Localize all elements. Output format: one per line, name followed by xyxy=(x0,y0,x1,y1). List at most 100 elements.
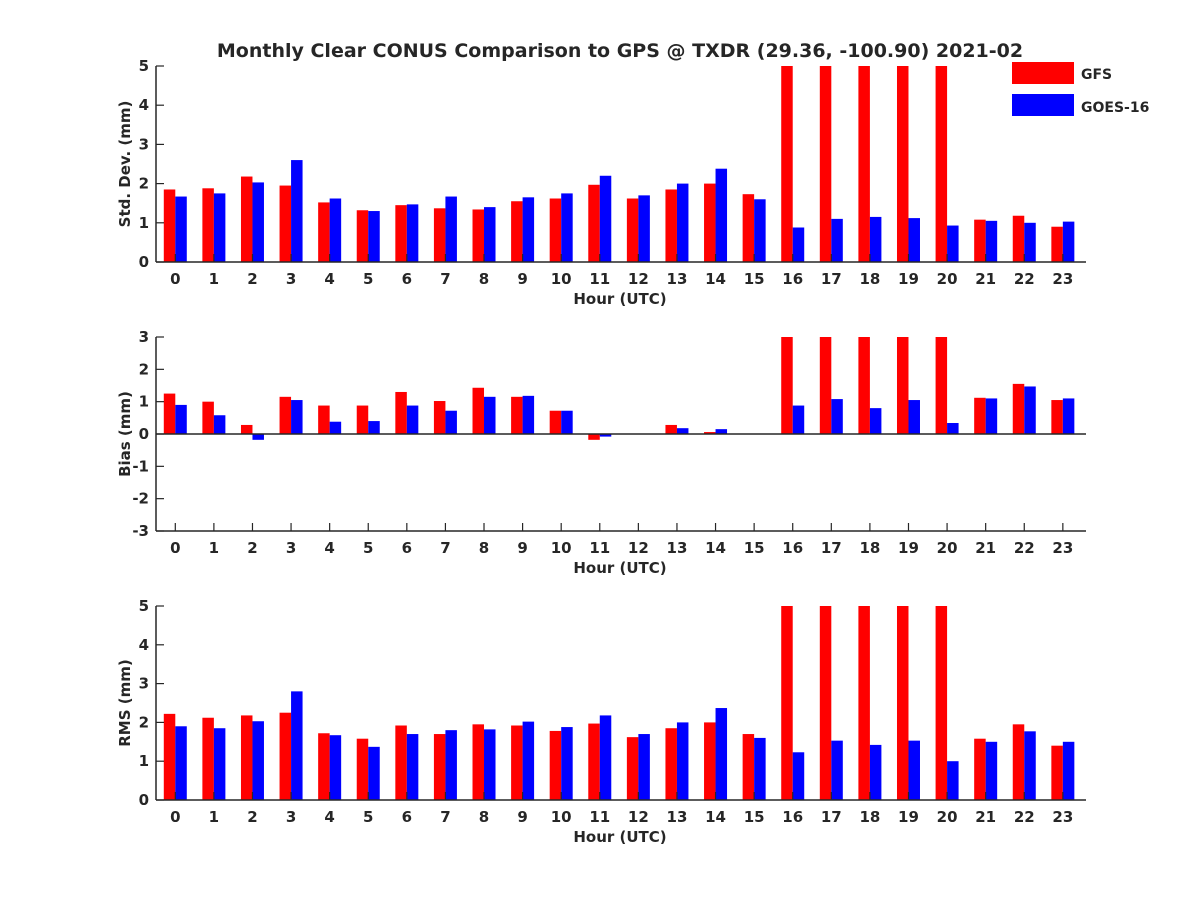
bar-goes16-hour-18 xyxy=(869,408,882,434)
y-tick-label: 0 xyxy=(139,425,149,443)
x-tick-label: 23 xyxy=(1052,270,1073,288)
bar-goes16-hour-17 xyxy=(831,218,843,262)
bar-goes16-hour-14 xyxy=(715,708,728,800)
bar-gfs-hour-8 xyxy=(472,724,485,800)
bar-gfs-hour-3 xyxy=(279,712,292,800)
bar-goes16-hour-0 xyxy=(175,726,187,800)
bar-gfs-hour-21 xyxy=(974,219,986,262)
x-axis-label: Hour (UTC) xyxy=(573,828,666,846)
bar-gfs-hour-0 xyxy=(163,189,176,262)
y-tick-label: 2 xyxy=(139,713,149,731)
bar-gfs-hour-13 xyxy=(665,424,677,434)
x-tick-label: 16 xyxy=(782,539,803,557)
bar-gfs-hour-0 xyxy=(163,393,176,434)
bar-goes16-hour-17 xyxy=(831,399,843,434)
x-tick-label: 1 xyxy=(209,539,219,557)
bar-gfs-hour-7 xyxy=(433,401,446,434)
bar-goes16-hour-8 xyxy=(484,207,496,262)
bar-goes16-hour-4 xyxy=(329,198,342,262)
x-tick-label: 8 xyxy=(479,808,489,826)
x-tick-label: 7 xyxy=(440,539,450,557)
bar-gfs-hour-22 xyxy=(1012,383,1025,434)
bar-goes16-hour-14 xyxy=(715,168,728,262)
y-tick-label: 0 xyxy=(139,791,149,809)
x-tick-label: 3 xyxy=(286,808,296,826)
bar-gfs-hour-18 xyxy=(858,66,870,262)
y-tick-label: 2 xyxy=(139,360,149,378)
y-tick-label: 3 xyxy=(139,135,149,153)
x-tick-label: 5 xyxy=(363,808,373,826)
y-axis-label: RMS (mm) xyxy=(116,659,134,746)
bar-gfs-hour-3 xyxy=(279,185,292,262)
bar-gfs-hour-8 xyxy=(472,387,485,434)
bar-goes16-hour-14 xyxy=(715,429,728,434)
x-tick-label: 11 xyxy=(589,270,610,288)
bar-gfs-hour-11 xyxy=(588,434,600,440)
bar-goes16-hour-13 xyxy=(676,722,689,800)
x-tick-label: 18 xyxy=(859,539,880,557)
x-tick-label: 17 xyxy=(821,539,842,557)
x-tick-label: 12 xyxy=(628,270,649,288)
bar-goes16-hour-6 xyxy=(406,734,419,800)
bar-goes16-hour-11 xyxy=(599,715,612,800)
bar-goes16-hour-19 xyxy=(908,740,920,800)
y-tick-label: 4 xyxy=(139,96,149,114)
x-tick-label: 2 xyxy=(247,270,257,288)
bar-goes16-hour-17 xyxy=(831,740,843,800)
bar-goes16-hour-9 xyxy=(522,721,535,800)
x-tick-label: 14 xyxy=(705,539,726,557)
y-tick-label: 2 xyxy=(139,175,149,193)
bar-goes16-hour-11 xyxy=(599,175,612,262)
bar-goes16-hour-16 xyxy=(792,752,805,800)
bar-goes16-hour-7 xyxy=(445,730,457,800)
x-tick-label: 23 xyxy=(1052,539,1073,557)
bar-gfs-hour-21 xyxy=(974,738,986,800)
bar-goes16-hour-13 xyxy=(676,428,689,434)
y-tick-label: 1 xyxy=(139,214,149,232)
x-tick-label: 20 xyxy=(937,270,958,288)
legend-swatch-gfs xyxy=(1012,62,1074,84)
bar-gfs-hour-6 xyxy=(395,205,407,262)
x-tick-label: 1 xyxy=(209,808,219,826)
bar-gfs-hour-6 xyxy=(395,391,407,434)
bar-gfs-hour-1 xyxy=(202,717,214,800)
x-tick-label: 13 xyxy=(667,539,688,557)
x-tick-label: 22 xyxy=(1014,808,1035,826)
bar-gfs-hour-23 xyxy=(1051,745,1063,800)
x-tick-label: 12 xyxy=(628,808,649,826)
bar-gfs-hour-19 xyxy=(896,606,909,800)
x-tick-label: 15 xyxy=(744,539,765,557)
x-tick-label: 6 xyxy=(402,808,412,826)
bar-goes16-hour-22 xyxy=(1024,731,1036,800)
bar-gfs-hour-2 xyxy=(240,424,253,434)
bar-gfs-hour-12 xyxy=(626,198,639,262)
bar-gfs-hour-14 xyxy=(704,183,716,262)
x-tick-label: 2 xyxy=(247,539,257,557)
y-tick-label: 3 xyxy=(139,328,149,346)
x-tick-label: 23 xyxy=(1052,808,1073,826)
x-tick-label: 6 xyxy=(402,270,412,288)
bar-goes16-hour-5 xyxy=(368,421,380,434)
bar-gfs-hour-23 xyxy=(1051,400,1063,434)
bar-goes16-hour-9 xyxy=(522,395,535,434)
bar-gfs-hour-16 xyxy=(781,66,793,262)
x-tick-label: 13 xyxy=(667,270,688,288)
bar-goes16-hour-7 xyxy=(445,410,457,434)
x-tick-label: 18 xyxy=(859,808,880,826)
bar-goes16-hour-2 xyxy=(252,182,264,262)
bar-gfs-hour-4 xyxy=(318,733,330,800)
x-tick-label: 19 xyxy=(898,539,919,557)
x-tick-label: 14 xyxy=(705,270,726,288)
bar-gfs-hour-20 xyxy=(935,606,948,800)
bar-gfs-hour-0 xyxy=(163,713,176,800)
bar-gfs-hour-9 xyxy=(511,396,523,434)
bar-gfs-hour-18 xyxy=(858,337,870,434)
y-tick-label: -1 xyxy=(132,457,149,475)
bar-goes16-hour-23 xyxy=(1062,741,1075,800)
x-tick-label: 16 xyxy=(782,808,803,826)
bar-gfs-hour-3 xyxy=(279,396,292,434)
x-tick-label: 4 xyxy=(324,270,334,288)
y-axis-label: Bias (mm) xyxy=(116,391,134,477)
